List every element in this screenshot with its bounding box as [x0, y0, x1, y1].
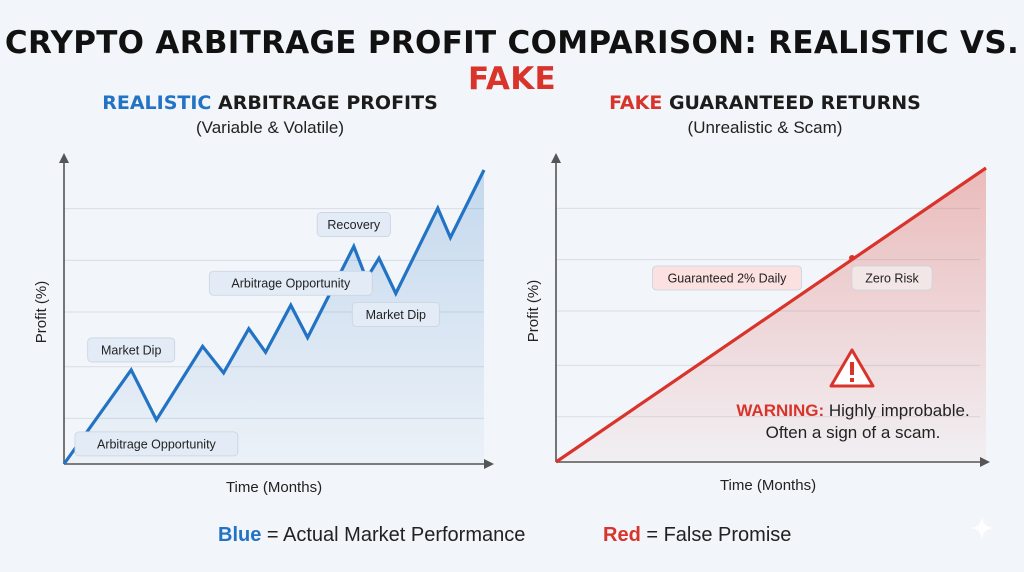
- right-chart-title-highlight: FAKE: [609, 92, 663, 114]
- annotation-label-text: Market Dip: [101, 343, 161, 357]
- left-chart-title: REALISTIC ARBITRAGE PROFITS: [50, 92, 490, 114]
- warning-line-1: WARNING: Highly improbable.: [736, 401, 969, 420]
- right-chart-title: FAKE GUARANTEED RETURNS: [545, 92, 985, 114]
- annotation-label: Arbitrage Opportunity: [74, 431, 239, 457]
- x-axis-label: Time (Months): [720, 477, 816, 494]
- page-title: CRYPTO ARBITRAGE PROFIT COMPARISON: REAL…: [0, 25, 1024, 97]
- annotation-label-text: Recovery: [327, 218, 381, 232]
- legend-red-text: = False Promise: [640, 524, 792, 546]
- y-axis-arrow: [551, 153, 561, 163]
- right-chart-title-rest: GUARANTEED RETURNS: [662, 92, 921, 114]
- annotation-label-box: [316, 212, 391, 237]
- sparkle-icon: [970, 516, 994, 540]
- legend-red-key: Red: [603, 524, 641, 546]
- annotation-label: Arbitrage Opportunity: [208, 270, 373, 296]
- x-axis-arrow: [484, 459, 494, 469]
- realistic-profit-chart: Time (Months) Profit (%) Market Dip Arbitra…: [33, 153, 494, 496]
- warning-triangle-icon: [829, 348, 875, 388]
- annotation-label-box: [851, 265, 933, 291]
- y-axis-label: Profit (%): [525, 280, 542, 343]
- annotation-label-text: Zero Risk: [865, 272, 919, 286]
- series-line-actual: [62, 169, 486, 465]
- annotation-label-text: Arbitrage Opportunity: [97, 437, 217, 451]
- fake-returns-chart: Time (Months) Profit (%) Guaranteed 2% Dai…: [525, 153, 990, 494]
- annotation-label-box: [74, 431, 239, 457]
- annotation-label-text: Guaranteed 2% Daily: [668, 272, 788, 286]
- y-axis-arrow: [59, 153, 69, 163]
- y-axis-label: Profit (%): [33, 281, 50, 344]
- series-line-promise: [555, 166, 987, 464]
- legend-red: Red = False Promise: [603, 524, 791, 547]
- annotation-label: Zero Risk: [851, 265, 933, 291]
- left-chart-subtitle: (Variable & Volatile): [195, 118, 345, 137]
- left-chart-title-highlight: REALISTIC: [102, 92, 212, 114]
- annotation-label-box: [351, 302, 440, 327]
- annotation-label: Market Dip: [87, 337, 176, 363]
- legend-blue-text: = Actual Market Performance: [261, 524, 526, 546]
- page-title-highlight: FAKE: [467, 61, 556, 97]
- left-chart-title-rest: ARBITRAGE PROFITS: [211, 92, 438, 114]
- annotation-label: Recovery: [316, 212, 391, 237]
- annotation-label-box: [208, 270, 373, 296]
- annotation-label: Market Dip: [351, 302, 440, 327]
- legend-blue: Blue = Actual Market Performance: [218, 524, 525, 547]
- annotation-label-box: [87, 337, 176, 363]
- page-title-prefix: CRYPTO ARBITRAGE PROFIT COMPARISON: REAL…: [4, 25, 1020, 61]
- annotation-label-text: Arbitrage Opportunity: [231, 277, 351, 291]
- warning-text-1: Highly improbable.: [824, 401, 970, 420]
- x-axis-label: Time (Months): [226, 479, 322, 496]
- series-area-actual: [64, 170, 484, 464]
- annotation-label-box: [652, 265, 802, 291]
- annotation-label: Guaranteed 2% Daily: [652, 265, 802, 291]
- annotation-label-text: Market Dip: [366, 308, 426, 322]
- right-chart-subtitle: (Unrealistic & Scam): [687, 118, 843, 137]
- line-point: [849, 255, 855, 261]
- warning-line-2: Often a sign of a scam.: [766, 423, 941, 442]
- legend-blue-key: Blue: [218, 524, 262, 546]
- warning-label: WARNING:: [736, 401, 824, 420]
